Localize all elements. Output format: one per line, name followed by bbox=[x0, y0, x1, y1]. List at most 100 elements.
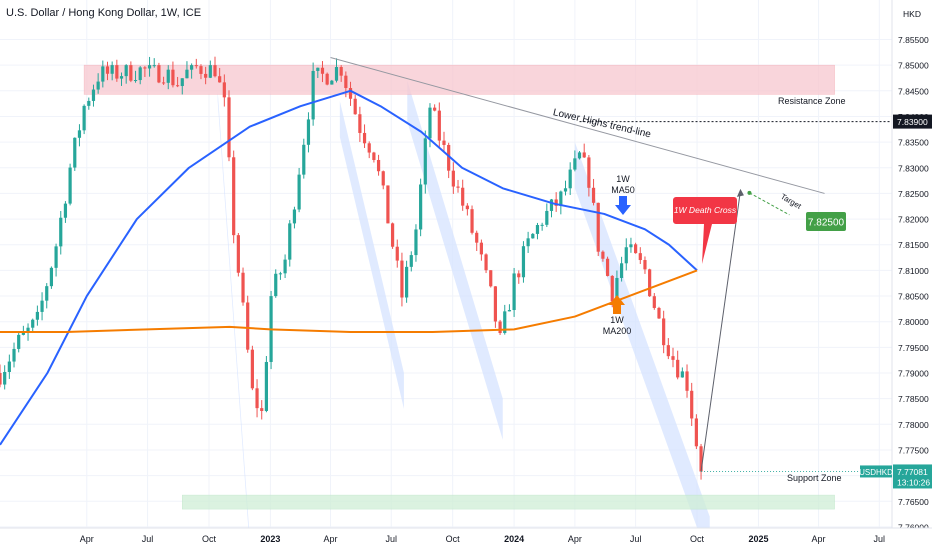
ma200-line bbox=[0, 269, 698, 333]
candle-down bbox=[381, 171, 385, 186]
candle-down bbox=[690, 390, 694, 419]
moving-averages bbox=[0, 89, 698, 446]
candles bbox=[0, 56, 703, 480]
price-tick-label: 7.84500 bbox=[898, 86, 929, 96]
candle-down bbox=[671, 356, 675, 360]
ma200-label-line1: 1W bbox=[610, 315, 624, 325]
candle-up bbox=[208, 65, 212, 78]
candle-down bbox=[227, 97, 231, 158]
arrow-up-icon bbox=[609, 295, 625, 314]
candle-up bbox=[17, 334, 21, 349]
candle-up bbox=[138, 67, 142, 81]
candle-up bbox=[568, 169, 572, 189]
candle-up bbox=[288, 223, 292, 260]
candle-down bbox=[605, 258, 610, 276]
candle-up bbox=[274, 273, 278, 297]
candle-up bbox=[278, 273, 283, 275]
last-price-badge bbox=[893, 464, 932, 489]
candle-up bbox=[54, 246, 58, 268]
candle-up bbox=[110, 65, 114, 74]
candle-down bbox=[376, 159, 381, 172]
candle-down bbox=[657, 307, 661, 319]
candle-up bbox=[629, 244, 633, 248]
candle-down bbox=[143, 67, 147, 69]
candle-up bbox=[535, 225, 540, 234]
candle-up bbox=[292, 209, 297, 224]
price-tick-label: 7.82500 bbox=[898, 189, 929, 199]
candle-down bbox=[699, 446, 703, 472]
time-axis[interactable]: Apr Jul Oct 2023 Apr Jul Oct 2024 Apr Jul Oct 2025 A… bbox=[0, 527, 932, 550]
candle-up bbox=[507, 310, 512, 312]
candle-up bbox=[428, 107, 432, 139]
candle-down bbox=[461, 187, 465, 206]
candle-down bbox=[115, 65, 119, 79]
arrow-down-icon bbox=[615, 196, 631, 215]
resistance-zone-label: Resistance Zone bbox=[778, 96, 846, 106]
price-tick-label: 7.83000 bbox=[898, 163, 929, 173]
time-tick-label: Jul bbox=[385, 534, 397, 544]
price-axis[interactable]: HKD7.855007.850007.845007.840007.835007.… bbox=[701, 0, 932, 550]
candle-up bbox=[119, 76, 124, 79]
candle-up bbox=[77, 130, 82, 138]
candle-down bbox=[320, 67, 325, 74]
ma200-label-line2: MA200 bbox=[603, 326, 632, 336]
bearish-channel bbox=[407, 80, 503, 440]
resistance-zone bbox=[83, 64, 835, 95]
price-tick-label: 7.77500 bbox=[898, 445, 929, 455]
candle-down bbox=[694, 418, 698, 447]
candle-down bbox=[587, 157, 591, 188]
time-tick-label: 2024 bbox=[504, 534, 524, 544]
candle-up bbox=[124, 65, 128, 77]
candle-down bbox=[358, 114, 362, 133]
projection-line bbox=[700, 190, 741, 472]
candle-up bbox=[531, 233, 535, 239]
candle-down bbox=[634, 244, 638, 254]
chart-title: U.S. Dollar / Hong Kong Dollar, 1W, ICE bbox=[6, 7, 202, 19]
lower-highs-trendline bbox=[330, 56, 825, 194]
ma50-label-line1: 1W bbox=[616, 174, 630, 184]
time-tick-label: Oct bbox=[690, 534, 705, 544]
price-tick-label: 7.81000 bbox=[898, 266, 929, 276]
target-value: 7.82500 bbox=[808, 218, 845, 229]
candle-up bbox=[283, 259, 287, 274]
candle-down bbox=[648, 269, 652, 297]
candle-up bbox=[82, 105, 86, 131]
candle-up bbox=[166, 69, 170, 83]
candle-up bbox=[330, 80, 334, 85]
time-tick-label: Apr bbox=[568, 534, 582, 544]
candle-up bbox=[521, 246, 526, 278]
candle-down bbox=[246, 302, 250, 350]
candle-down bbox=[596, 202, 600, 252]
candle-up bbox=[577, 152, 582, 159]
candle-up bbox=[334, 67, 339, 81]
candle-down bbox=[105, 66, 110, 74]
candle-down bbox=[400, 260, 404, 298]
candle-up bbox=[615, 277, 619, 302]
price-tick-label: 7.85500 bbox=[898, 35, 929, 45]
price-tick-label: 7.78000 bbox=[898, 420, 929, 430]
candle-down bbox=[171, 69, 175, 86]
candle-down bbox=[676, 359, 680, 378]
candle-up bbox=[573, 158, 577, 170]
candle-down bbox=[610, 275, 614, 302]
candle-down bbox=[348, 88, 353, 99]
candle-up bbox=[21, 332, 25, 335]
ma50-label-line2: MA50 bbox=[611, 185, 635, 195]
candle-down bbox=[433, 107, 437, 111]
candle-down bbox=[479, 242, 483, 255]
price-tick-label: 7.80500 bbox=[898, 292, 929, 302]
countdown-value: 13:10:26 bbox=[897, 477, 930, 487]
ma50-line bbox=[0, 89, 698, 446]
candle-down bbox=[250, 349, 254, 389]
candle-down bbox=[386, 185, 390, 224]
time-tick-label: Oct bbox=[202, 534, 217, 544]
candle-up bbox=[619, 263, 624, 278]
level-badge-value: 7.83900 bbox=[897, 117, 928, 127]
candle-up bbox=[68, 167, 72, 204]
candle-up bbox=[563, 188, 568, 192]
candle-up bbox=[40, 300, 44, 312]
time-tick-label: Oct bbox=[446, 534, 461, 544]
candle-up bbox=[63, 203, 68, 218]
